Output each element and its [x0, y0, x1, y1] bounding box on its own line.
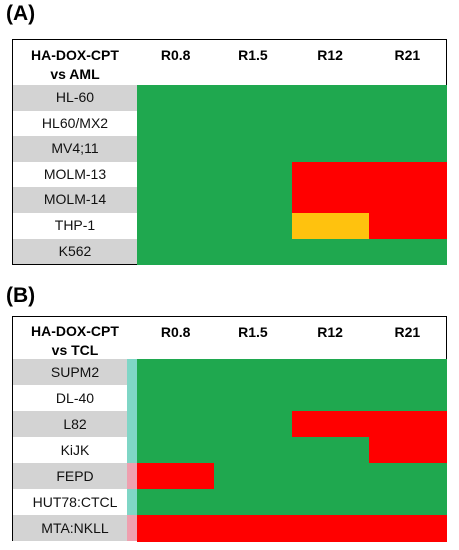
panel-b-header-title: HA-DOX-CPT vs TCL — [13, 322, 137, 360]
panel-a-cell — [368, 85, 447, 112]
panel-a-header-line1: HA-DOX-CPT — [31, 47, 119, 63]
panel-b-cell — [368, 411, 447, 438]
panel-a-cell — [368, 110, 447, 137]
panel-b-cell — [137, 359, 215, 386]
panel-b-label: (B) — [6, 284, 36, 307]
panel-a-cell — [291, 110, 370, 137]
panel-b-cell — [137, 437, 215, 464]
panel-b-row-label: SUPM2 — [13, 359, 137, 385]
panel-a-cell — [137, 238, 215, 265]
panel-a-row-label: MV4;11 — [13, 136, 137, 162]
panel-a-cell — [214, 213, 292, 240]
panel-a-header-title: HA-DOX-CPT vs AML — [13, 46, 137, 84]
panel-b-cell — [368, 489, 447, 516]
panel-b-col-header: R1.5 — [238, 324, 268, 340]
panel-b-cell — [291, 437, 370, 464]
panel-b-row-label: FEPD — [13, 463, 137, 489]
panel-b-cell — [368, 385, 447, 412]
panel-b-col-header: R21 — [394, 324, 421, 340]
panel-a-cell — [214, 161, 292, 188]
panel-a-cell — [368, 187, 447, 214]
panel-b-heatmap: HA-DOX-CPT vs TCL R0.8 R1.5 R12 R21 SUPM2 DL-… — [12, 316, 447, 542]
panel-a-cell — [368, 161, 447, 188]
panel-a-cell — [214, 187, 292, 214]
panel-b-cell — [137, 385, 215, 412]
panel-b-cell — [214, 411, 292, 438]
panel-a-cell — [137, 187, 215, 214]
panel-b-cell — [291, 411, 370, 438]
panel-b-cell — [368, 437, 447, 464]
panel-a-header-line2: vs AML — [50, 66, 100, 82]
panel-a-row-label: K562 — [13, 238, 137, 265]
panel-b-header-line2: vs TCL — [51, 342, 99, 358]
panel-a-cell — [137, 85, 215, 112]
panel-b-cell — [291, 489, 370, 516]
panel-b-cell — [291, 515, 370, 542]
panel-b-row-label: KiJK — [13, 437, 137, 463]
panel-a-row-label: MOLM-13 — [13, 161, 137, 188]
panel-b-row-label: MTA:NKLL — [13, 515, 137, 541]
panel-b-cell — [214, 515, 292, 542]
panel-b-cell — [137, 489, 215, 516]
panel-a-col-header: R12 — [317, 47, 343, 63]
panel-a-cell — [291, 213, 370, 240]
panel-a-cell — [291, 161, 370, 188]
panel-a-cell — [214, 85, 292, 112]
panel-a-cell — [137, 110, 215, 137]
panel-b-cell — [137, 411, 215, 438]
panel-a-label: (A) — [6, 2, 36, 25]
panel-a-cell — [368, 136, 447, 163]
panel-a-row-label: MOLM-14 — [13, 187, 137, 213]
panel-b-cell — [137, 463, 215, 490]
panel-a-row-label: HL60/MX2 — [13, 110, 137, 137]
panel-a-cell — [214, 238, 292, 265]
panel-b-cell — [214, 463, 292, 490]
panel-b-cell — [214, 489, 292, 516]
panel-a-cell — [291, 187, 370, 214]
panel-a-col-header: R21 — [394, 47, 421, 63]
panel-a-cell — [291, 238, 370, 265]
panel-b-cell — [368, 359, 447, 386]
panel-a-cell — [214, 136, 292, 163]
panel-b-header-line1: HA-DOX-CPT — [31, 323, 119, 339]
panel-b-cell — [214, 359, 292, 386]
panel-b-cell — [291, 359, 370, 386]
panel-b-cell — [214, 385, 292, 412]
panel-a-cell — [137, 136, 215, 163]
panel-b-cell — [137, 515, 215, 542]
panel-a-cell — [368, 213, 447, 240]
panel-b-cell — [214, 437, 292, 464]
panel-b-cell — [368, 463, 447, 490]
panel-a-col-header: R0.8 — [160, 47, 191, 63]
panel-a-cell — [137, 213, 215, 240]
panel-b-cell — [291, 385, 370, 412]
panel-b-cell — [291, 463, 370, 490]
panel-a-row-label: THP-1 — [13, 213, 137, 239]
panel-a-cell — [291, 85, 370, 112]
panel-a-cell — [214, 110, 292, 137]
panel-a-row-label: HL-60 — [13, 85, 137, 111]
panel-b-cell — [368, 515, 447, 542]
panel-a-col-header: R1.5 — [238, 47, 268, 63]
panel-b-row-label: HUT78:CTCL — [13, 489, 137, 515]
panel-a-cell — [137, 161, 215, 188]
panel-b-row-label: L82 — [13, 411, 137, 437]
panel-a-heatmap: HA-DOX-CPT vs AML R0.8 R1.5 R12 R21 HL-60 HL6… — [12, 39, 447, 265]
panel-b-row-label: DL-40 — [13, 385, 137, 411]
panel-a-cell — [291, 136, 370, 163]
panel-b-col-header: R12 — [317, 324, 343, 340]
panel-b-col-header: R0.8 — [160, 324, 191, 340]
panel-a-cell — [368, 238, 447, 265]
